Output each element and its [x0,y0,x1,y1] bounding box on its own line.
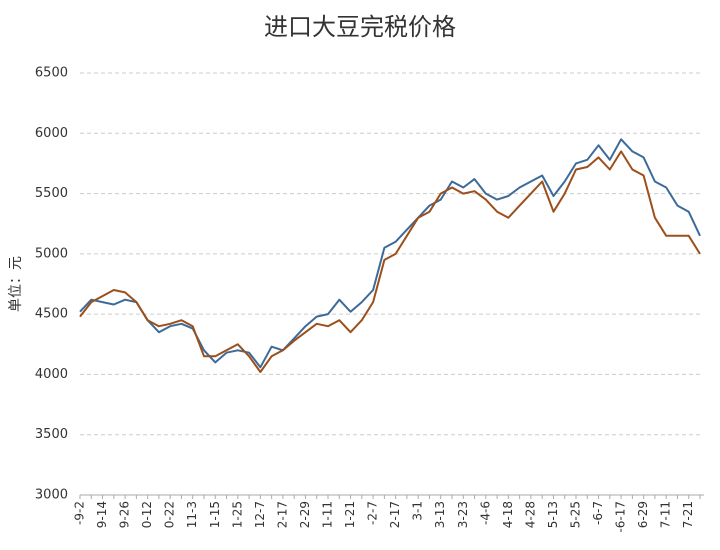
x-tick-label: 1-15 [208,501,222,528]
series-line [79,138,701,369]
x-tick-label: 9-14 [95,501,109,528]
x-tick-label: 7-11 [659,501,673,528]
x-tick-label: 2-17 [275,501,289,528]
x-tick-label: 3-13 [433,501,447,528]
x-tick-label: 7-21 [681,501,695,528]
x-tick-label: 0-12 [140,501,154,528]
y-tick-label: 4500 [35,307,68,322]
x-tick-label: 5-25 [569,501,583,528]
x-tick-label: 12-7 [253,501,267,528]
y-tick-label: 5500 [35,186,68,201]
y-tick-label: 6000 [35,126,68,141]
x-tick-label: 3-23 [456,501,470,528]
y-tick-label: 5000 [35,246,68,261]
x-tick-label: 2-17 [388,501,402,528]
x-tick-label: 4-18 [501,501,515,528]
x-tick-label: -9-2 [73,501,87,525]
x-tick-label: 0-22 [163,501,177,528]
x-tick-label: 4-28 [523,501,537,528]
y-axis-label: 单位：元 [8,256,24,312]
series-line [79,150,701,373]
chart-title: 进口大豆完税价格 [264,13,456,41]
y-tick-label: 6500 [35,66,68,81]
x-tick-label: 6-29 [636,501,650,528]
y-tick-label: 4000 [35,367,68,382]
x-tick-label: 11-3 [185,501,199,528]
x-tick-label: 3-1 [411,501,425,521]
x-tick-label: -4-6 [478,501,492,525]
x-tick-label: 1-11 [321,501,335,528]
x-tick-label: -6-17 [614,501,628,533]
x-tick-label: 9-26 [118,501,132,528]
x-tick-label: 1-25 [230,501,244,528]
y-tick-label: 3500 [35,427,68,442]
x-tick-label: -6-7 [591,501,605,525]
x-tick-label: 5-13 [546,501,560,528]
y-tick-label: 3000 [35,488,68,503]
x-tick-label: 2-29 [298,501,312,528]
x-tick-label: -2-7 [366,501,380,525]
x-tick-label: 1-21 [343,501,357,528]
